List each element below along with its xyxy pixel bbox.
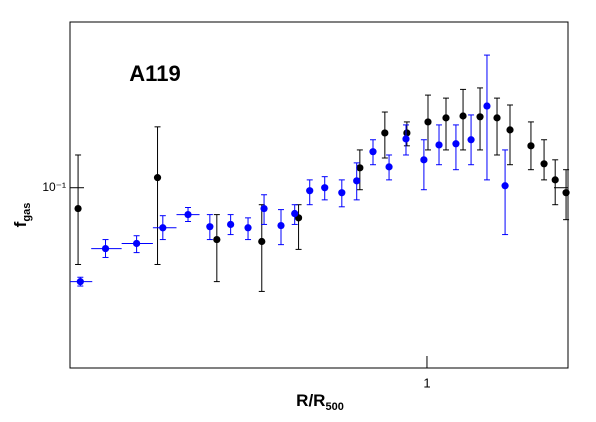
point xyxy=(402,135,410,143)
point xyxy=(435,141,443,149)
point xyxy=(442,114,450,122)
point xyxy=(76,278,84,286)
point xyxy=(424,118,432,126)
point xyxy=(483,102,491,110)
point xyxy=(403,129,411,137)
point xyxy=(159,224,167,232)
x-axis-label: R/R500 xyxy=(296,391,344,412)
point xyxy=(369,148,377,156)
point xyxy=(551,176,559,184)
point xyxy=(562,189,570,197)
point xyxy=(277,221,285,230)
y-label-main: f xyxy=(11,221,30,227)
point xyxy=(260,204,268,213)
x-label-sub: 500 xyxy=(325,401,343,413)
point xyxy=(133,239,141,248)
point xyxy=(101,244,110,253)
annotation: A119 xyxy=(129,61,180,86)
point xyxy=(385,163,393,171)
point xyxy=(381,129,389,137)
point xyxy=(206,223,214,231)
x-tick-label: 1 xyxy=(423,375,430,390)
point xyxy=(356,164,364,172)
point xyxy=(467,136,475,144)
point xyxy=(213,235,221,244)
point xyxy=(227,220,235,229)
point xyxy=(540,160,548,168)
point xyxy=(459,112,467,120)
point xyxy=(74,204,82,213)
point xyxy=(184,211,192,219)
point xyxy=(338,189,346,197)
point xyxy=(258,237,266,246)
point xyxy=(452,140,460,148)
point xyxy=(306,187,314,195)
point xyxy=(493,114,501,122)
point xyxy=(321,184,329,192)
point xyxy=(244,224,252,232)
point xyxy=(476,113,484,121)
point xyxy=(506,126,514,134)
y-tick-label: 10⁻¹ xyxy=(42,180,66,194)
x-label-main: R/R xyxy=(296,391,325,410)
point xyxy=(420,156,428,164)
point xyxy=(501,182,509,190)
point xyxy=(527,142,535,150)
y-label-sub: gas xyxy=(21,203,33,222)
point xyxy=(291,209,299,218)
point xyxy=(153,174,162,182)
point xyxy=(353,177,361,185)
y-axis-label: fgas xyxy=(11,203,32,228)
